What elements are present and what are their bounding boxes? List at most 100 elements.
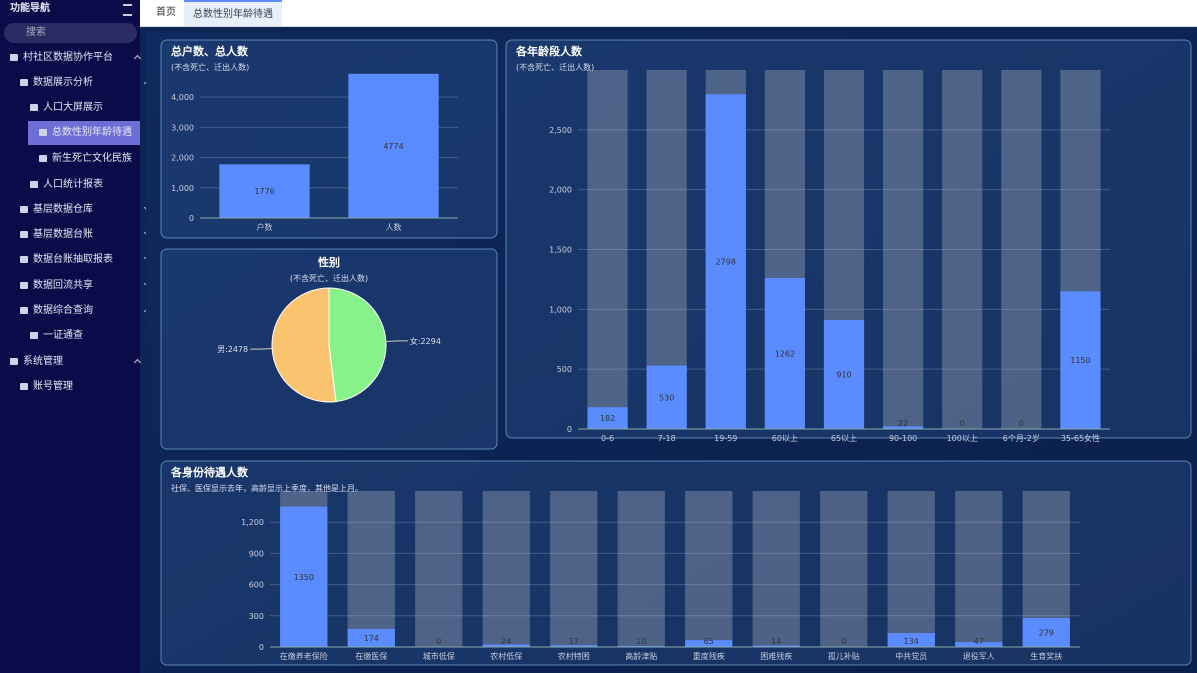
y-tick-label: 300 bbox=[249, 612, 264, 621]
bar-background bbox=[482, 491, 530, 647]
menu-label: 数据台账抽取报表 bbox=[33, 254, 113, 265]
menu-label: 数据展示分析 bbox=[33, 77, 93, 88]
pie-label: 女:2294 bbox=[410, 336, 441, 346]
value-label: 0 bbox=[1019, 419, 1024, 428]
y-tick-label: 600 bbox=[249, 581, 264, 590]
value-label: 1262 bbox=[775, 349, 795, 358]
x-tick-label: 6个月-2岁 bbox=[1003, 433, 1040, 443]
bar bbox=[348, 73, 439, 218]
menu-label: 人口统计报表 bbox=[43, 179, 103, 190]
bar bbox=[752, 645, 800, 647]
value-label: 4774 bbox=[383, 142, 403, 151]
menu-label: 账号管理 bbox=[33, 381, 73, 392]
chart-title: 总户数、总人数 bbox=[171, 44, 249, 58]
value-label: 1776 bbox=[254, 187, 274, 196]
y-tick-label: 500 bbox=[557, 365, 572, 374]
bar bbox=[1022, 617, 1070, 647]
x-tick-label: 100以上 bbox=[947, 434, 978, 443]
x-tick-label: 城市低保 bbox=[423, 651, 455, 661]
bar-background bbox=[955, 491, 1003, 647]
tab-bar: 首页 总数性别年龄待遇 bbox=[140, 0, 1197, 27]
menu-label: 数据回流共享 bbox=[33, 280, 93, 291]
sidebar: 功能导航 搜索 村社区数据协作平台 数据展示分析 人口大屏展示 总数性别年龄待遇… bbox=[0, 0, 162, 673]
chart-title: 性别 bbox=[318, 255, 340, 269]
x-tick-label: 65以上 bbox=[831, 434, 857, 443]
menu-item[interactable]: 数据综合查询 bbox=[0, 299, 160, 323]
y-tick-label: 1,500 bbox=[549, 246, 572, 255]
bar-background bbox=[942, 70, 983, 429]
menu-label: 村社区数据协作平台 bbox=[23, 52, 113, 63]
value-label: 10 bbox=[636, 637, 646, 646]
value-label: 47 bbox=[974, 637, 984, 646]
bar-background bbox=[617, 491, 665, 647]
label-line bbox=[385, 340, 408, 343]
menu-item[interactable]: 人口大屏展示 bbox=[0, 96, 170, 120]
x-tick-label: 中共党员 bbox=[895, 651, 927, 661]
y-tick-label: 4,000 bbox=[171, 93, 194, 102]
bar bbox=[347, 628, 395, 647]
menu-item[interactable]: 数据台账抽取报表 bbox=[0, 248, 160, 272]
menu-item[interactable]: 村社区数据协作平台 bbox=[0, 46, 150, 70]
bar bbox=[617, 645, 665, 647]
x-tick-label: 19-59 bbox=[714, 434, 737, 443]
x-tick-label: 农村低保 bbox=[490, 651, 522, 661]
menu-label: 一证通查 bbox=[43, 330, 83, 341]
bar-background bbox=[550, 491, 598, 647]
bar bbox=[482, 644, 530, 647]
bar bbox=[883, 426, 924, 429]
x-tick-label: 户数 bbox=[257, 222, 273, 232]
bar-background bbox=[587, 70, 628, 429]
search-box[interactable]: 搜索 bbox=[4, 23, 137, 43]
menu-item-active[interactable]: 总数性别年龄待遇 bbox=[28, 121, 140, 145]
chart-title: 各身份待遇人数 bbox=[170, 465, 249, 479]
menu-toggle[interactable] bbox=[123, 4, 132, 16]
dashboard: 总户数、总人数 (不含死亡、迁出人数) 0 1,000 2,000 3,000 4,000 1… bbox=[146, 33, 1197, 673]
bar-background bbox=[752, 491, 800, 647]
menu-item[interactable]: 数据回流共享 bbox=[0, 274, 160, 298]
menu-label: 人口大屏展示 bbox=[43, 102, 103, 113]
menu-item[interactable]: 人口统计报表 bbox=[0, 173, 170, 197]
x-tick-label: 0-6 bbox=[601, 434, 614, 443]
value-label: 0 bbox=[436, 637, 441, 646]
value-label: 14 bbox=[771, 637, 781, 646]
menu-label: 系统管理 bbox=[23, 356, 63, 367]
menu-item[interactable]: 新生死亡文化民族 bbox=[0, 147, 179, 171]
x-tick-label: 困难残疾 bbox=[760, 651, 792, 661]
chart-subtitle: (不含死亡、迁出人数) bbox=[171, 62, 249, 72]
y-tick-label: 1,200 bbox=[241, 518, 264, 527]
menu-label: 基层数据仓库 bbox=[33, 204, 93, 215]
bar-background bbox=[820, 491, 868, 647]
pie-label: 男:2478 bbox=[217, 345, 248, 354]
x-tick-label: 90-100 bbox=[889, 434, 917, 443]
bar bbox=[646, 365, 687, 429]
x-tick-label: 孤儿补贴 bbox=[828, 651, 860, 661]
sidebar-title: 功能导航 bbox=[10, 3, 50, 14]
chart-subtitle: (不含死亡、迁出人数) bbox=[290, 273, 368, 283]
panel bbox=[160, 460, 1192, 666]
bar-background bbox=[887, 491, 935, 647]
menu-label: 基层数据台账 bbox=[33, 229, 93, 240]
y-tick-label: 3,000 bbox=[171, 123, 194, 132]
bar bbox=[1060, 291, 1101, 429]
bar bbox=[685, 640, 733, 647]
bar-background bbox=[415, 491, 463, 647]
y-tick-label: 900 bbox=[249, 549, 264, 558]
menu-item[interactable]: 系统管理 bbox=[0, 350, 150, 374]
bar bbox=[550, 645, 598, 647]
menu-item[interactable]: 账号管理 bbox=[0, 375, 160, 399]
x-tick-label: 35-65女性 bbox=[1061, 433, 1100, 443]
x-tick-label: 在缴养老保险 bbox=[280, 651, 328, 661]
bar-background bbox=[685, 491, 733, 647]
menu-item[interactable]: 基层数据台账 bbox=[0, 223, 160, 247]
tab-active[interactable]: 总数性别年龄待遇 bbox=[184, 0, 282, 26]
bar-background bbox=[1001, 70, 1042, 429]
menu-item[interactable]: 一证通查 bbox=[0, 324, 170, 348]
menu-item[interactable]: 基层数据仓库 bbox=[0, 198, 160, 222]
x-tick-label: 7-18 bbox=[658, 434, 676, 443]
bar bbox=[823, 320, 865, 429]
menu-item[interactable]: 数据展示分析 bbox=[0, 71, 160, 95]
tab[interactable]: 首页 bbox=[156, 7, 176, 18]
y-tick-label: 0 bbox=[189, 214, 194, 223]
value-label: 134 bbox=[904, 637, 919, 646]
